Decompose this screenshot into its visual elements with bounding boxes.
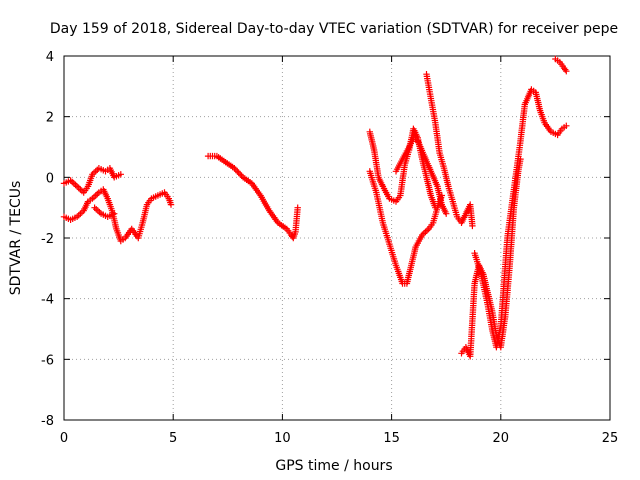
y-tick-label: 0 [46,171,54,186]
y-tick-label: -8 [41,414,54,429]
series-track-a [60,165,124,196]
y-tick-label: -6 [41,353,54,368]
x-axis-ticks: 0 5 10 15 20 25 [60,56,618,446]
data-marks [60,55,570,360]
series-markers [366,168,445,287]
chart-title: Day 159 of 2018, Sidereal Day-to-day VTE… [50,21,618,37]
x-tick-label: 15 [383,431,400,446]
series-track-h [423,71,476,230]
series-markers [60,165,124,196]
series-markers [91,204,118,220]
x-tick-label: 0 [60,431,68,446]
y-tick-label: -2 [41,232,54,247]
y-axis-label: SDTVAR / TECUs [8,181,24,296]
x-tick-label: 20 [493,431,510,446]
series-markers [60,186,175,245]
x-axis-label: GPS time / hours [275,458,392,474]
x-tick-label: 10 [274,431,291,446]
series-track-g [392,134,450,217]
series-markers [392,134,450,217]
series-track-d [204,152,301,242]
series-track-f [366,168,445,287]
series-track-c [91,204,118,220]
grid [64,56,610,420]
y-axis-ticks: -8 -6 -4 -2 0 2 4 [41,50,610,429]
y-tick-label: 4 [46,50,54,65]
series-markers [423,71,476,230]
x-tick-label: 25 [602,431,619,446]
series-track-k [552,55,570,75]
series-markers [204,152,301,242]
series-markers [552,55,570,75]
series-track-b [60,186,175,245]
y-tick-label: 2 [46,111,54,126]
series-markers [471,86,570,351]
series-track-j [471,86,570,351]
y-tick-label: -4 [41,293,54,308]
x-tick-label: 5 [169,431,177,446]
